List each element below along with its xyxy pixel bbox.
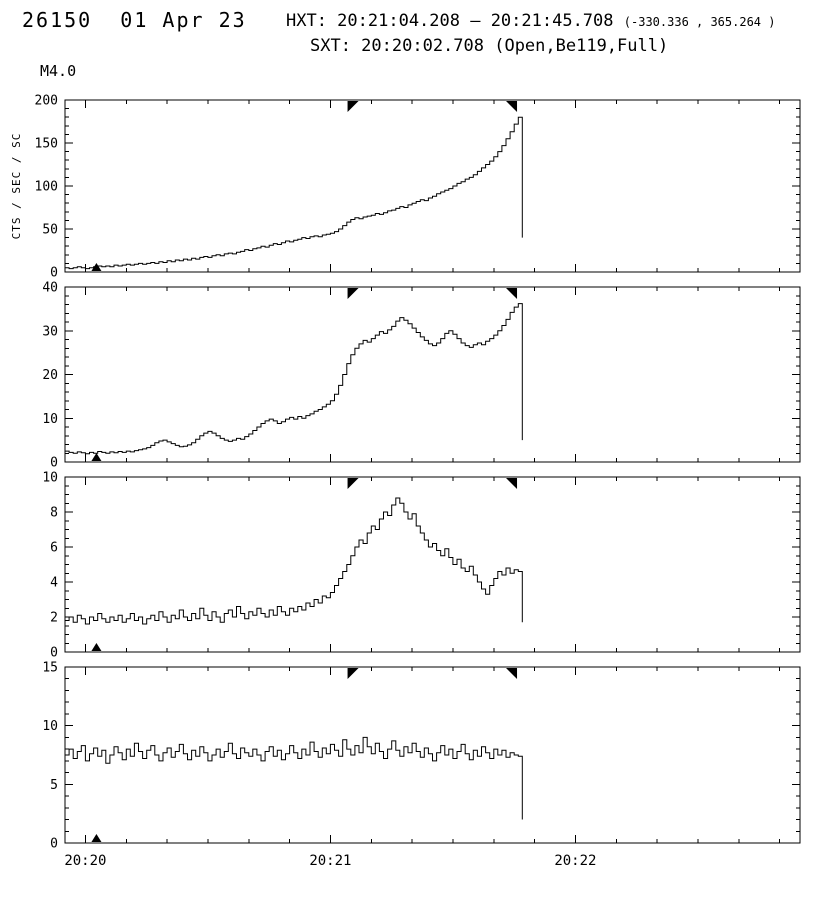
panel-3: 0 2 4 6 8 10: [42, 471, 801, 661]
y-tick-label: 20: [42, 368, 58, 383]
goes-class-label: M4.0: [40, 62, 77, 80]
y-axis-label: CTS / SEC / SC: [10, 133, 23, 240]
panel-border: [64, 99, 801, 273]
sxt-time-marker-icon: [91, 263, 102, 271]
hxt-end-flag-icon: [506, 668, 518, 679]
sxt-time-marker-icon: [91, 453, 102, 461]
panel-2: 0 10 20 30 40: [42, 281, 801, 471]
y-tick-label: 10: [42, 719, 58, 734]
hxt-end-flag-icon: [506, 288, 518, 299]
x-tick-label: 20:21: [309, 853, 351, 869]
sxt-time-marker-icon: [91, 643, 102, 651]
panel-border: [64, 476, 801, 653]
hxt-time-range: HXT: 20:21:04.208 — 20:21:45.708 (-330.3…: [286, 11, 775, 31]
hxt-end-flag-icon: [506, 101, 518, 112]
y-tick-label: 2: [50, 611, 58, 626]
y-tick-label: 100: [35, 180, 58, 195]
lightcurve-series: [65, 497, 523, 625]
panel-4: 0 5 10 15 20:20 20:21 20:22: [42, 661, 801, 869]
frame-title: 26150 01 Apr 23: [22, 8, 247, 32]
hxt-end-flag-icon: [506, 478, 518, 489]
hxt-time-range-label: HXT: 20:21:04.208 — 20:21:45.708: [286, 11, 614, 31]
y-tick-label: 150: [35, 137, 58, 152]
y-tick-label: 10: [42, 471, 58, 486]
y-tick-label: 200: [35, 94, 58, 109]
x-tick-label: 20:20: [64, 853, 106, 869]
sxt-exposure-label: SXT: 20:20:02.708 (Open,Be119,Full): [310, 36, 669, 56]
lightcurve-series: [65, 303, 523, 455]
lightcurve-series: [65, 736, 523, 820]
panel-border: [64, 286, 801, 463]
y-tick-label: 0: [50, 646, 58, 661]
hxt-pointing-coords: (-330.336 , 365.264 ): [623, 15, 776, 29]
y-tick-label: 0: [50, 837, 58, 852]
y-tick-label: 10: [42, 412, 58, 427]
y-tick-label: 50: [42, 223, 58, 238]
y-tick-label: 15: [42, 661, 58, 676]
hxt-start-flag-icon: [347, 668, 359, 679]
y-tick-label: 40: [42, 281, 58, 296]
hxt-start-flag-icon: [347, 288, 359, 299]
x-tick-label: 20:22: [554, 853, 596, 869]
sxt-time-marker-icon: [91, 834, 102, 842]
y-tick-label: 6: [50, 541, 58, 556]
hxt-start-flag-icon: [347, 101, 359, 112]
hxt-start-flag-icon: [347, 478, 359, 489]
y-tick-label: 0: [50, 456, 58, 471]
y-tick-label: 5: [50, 778, 58, 793]
y-tick-label: 4: [50, 576, 58, 591]
lightcurve-series: [65, 116, 523, 270]
y-tick-label: 0: [50, 266, 58, 281]
panel-1: 0 50 100 150 200 CTS / SEC / SC: [10, 94, 801, 281]
y-tick-label: 30: [42, 324, 58, 339]
y-tick-label: 8: [50, 506, 58, 521]
